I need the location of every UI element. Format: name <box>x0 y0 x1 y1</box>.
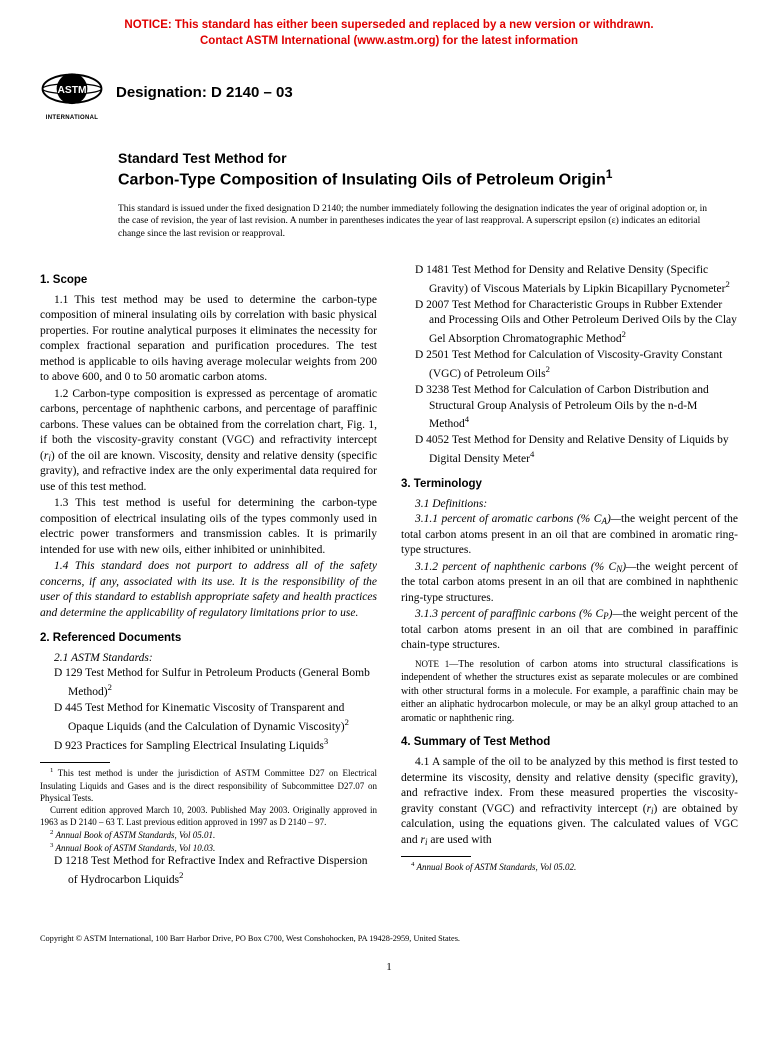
para-2-1: 2.1 ASTM Standards: <box>40 651 377 667</box>
notice-line-1: NOTICE: This standard has either been su… <box>124 19 653 31</box>
ref-d3238: D 3238 Test Method for Calculation of Ca… <box>401 383 738 432</box>
footnote-1: 1 This test method is under the jurisdic… <box>40 766 377 803</box>
title-main: Carbon-Type Composition of Insulating Oi… <box>118 167 738 190</box>
para-1-2: 1.2 Carbon-type composition is expressed… <box>40 387 377 496</box>
footnotes-col1: 1 This test method is under the jurisdic… <box>40 762 377 854</box>
note-1: NOTE 1—The resolution of carbon atoms in… <box>401 658 738 726</box>
para-3-1: 3.1 Definitions: <box>401 497 738 513</box>
superseded-notice: NOTICE: This standard has either been su… <box>40 18 738 49</box>
footnote-4: 4 Annual Book of ASTM Standards, Vol 05.… <box>401 860 738 873</box>
footnote-2: 2 Annual Book of ASTM Standards, Vol 05.… <box>40 828 377 841</box>
title-prefix: Standard Test Method for <box>118 149 738 167</box>
astm-logo: ASTM INTERNATIONAL <box>40 63 104 121</box>
ref-d2007: D 2007 Test Method for Characteristic Gr… <box>401 298 738 347</box>
title-block: Standard Test Method for Carbon-Type Com… <box>118 149 738 191</box>
para-1-3: 1.3 This test method is useful for deter… <box>40 496 377 558</box>
ref-d1218: D 1218 Test Method for Refractive Index … <box>40 854 377 888</box>
footnotes-col2: 4 Annual Book of ASTM Standards, Vol 05.… <box>401 856 738 873</box>
page-number: 1 <box>40 961 738 973</box>
footnote-rule <box>40 762 110 763</box>
para-1-4: 1.4 This standard does not purport to ad… <box>40 559 377 621</box>
para-1-1: 1.1 This test method may be used to dete… <box>40 293 377 386</box>
section-3-head: 3. Terminology <box>401 477 738 493</box>
header: ASTM INTERNATIONAL Designation: D 2140 –… <box>40 63 738 121</box>
footnote-1b: Current edition approved March 10, 2003.… <box>40 804 377 828</box>
section-2-head: 2. Referenced Documents <box>40 631 377 647</box>
para-3-1-2: 3.1.2 percent of naphthenic carbons (% C… <box>401 560 738 607</box>
issuance-note: This standard is issued under the fixed … <box>118 203 738 241</box>
ref-d923: D 923 Practices for Sampling Electrical … <box>40 736 377 754</box>
copyright: Copyright © ASTM International, 100 Barr… <box>40 934 738 943</box>
footnote-3: 3 Annual Book of ASTM Standards, Vol 10.… <box>40 841 377 854</box>
section-4-head: 4. Summary of Test Method <box>401 735 738 751</box>
svg-text:ASTM: ASTM <box>58 85 87 96</box>
ref-d129: D 129 Test Method for Sulfur in Petroleu… <box>40 666 377 700</box>
designation: Designation: D 2140 – 03 <box>116 84 293 101</box>
ref-d4052: D 4052 Test Method for Density and Relat… <box>401 433 738 467</box>
footnote-rule-2 <box>401 856 471 857</box>
para-4-1: 4.1 A sample of the oil to be analyzed b… <box>401 755 738 848</box>
section-1-head: 1. Scope <box>40 273 377 289</box>
para-3-1-3: 3.1.3 percent of paraffinic carbons (% C… <box>401 607 738 654</box>
ref-d1481: D 1481 Test Method for Density and Relat… <box>401 263 738 297</box>
ref-d2501: D 2501 Test Method for Calculation of Vi… <box>401 348 738 382</box>
body-columns: 1. Scope 1.1 This test method may be use… <box>40 263 738 888</box>
para-3-1-1: 3.1.1 percent of aromatic carbons (% CA)… <box>401 512 738 559</box>
notice-line-2: Contact ASTM International (www.astm.org… <box>200 35 578 47</box>
ref-d445: D 445 Test Method for Kinematic Viscosit… <box>40 701 377 735</box>
